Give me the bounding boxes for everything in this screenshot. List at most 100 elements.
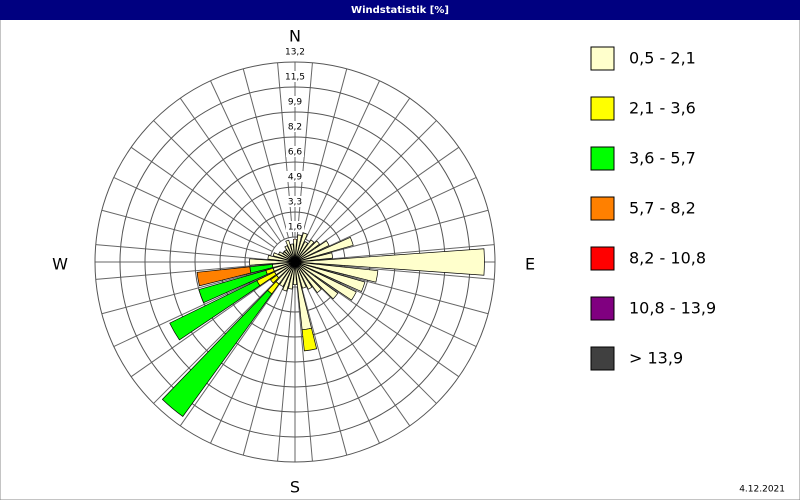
ring-label: 13,2 (285, 48, 305, 58)
spoke (130, 146, 275, 249)
ring-label: 11,5 (285, 73, 305, 83)
direction-label: S (290, 478, 300, 497)
spoke (95, 263, 271, 280)
ring-label: 3,3 (288, 198, 302, 208)
spoke (300, 286, 348, 456)
spoke (312, 120, 437, 245)
ring-label: 4,9 (288, 173, 303, 183)
wind-segment (294, 261, 313, 290)
legend-swatch (590, 46, 615, 71)
spoke (319, 209, 489, 257)
legend-label: 5,7 - 8,2 (629, 199, 696, 218)
wind-segment (301, 327, 318, 352)
ring-label-bg (286, 146, 304, 157)
ring-label: 9,9 (288, 98, 303, 108)
wind-segment (293, 261, 297, 286)
wind-segment (284, 245, 296, 263)
legend-label: 0,5 - 2,1 (629, 49, 696, 68)
spoke (315, 275, 460, 378)
legend-label: 8,2 - 10,8 (629, 249, 706, 268)
legend-label: 3,6 - 5,7 (629, 149, 696, 168)
spoke (179, 97, 282, 242)
wind-segment (290, 243, 296, 263)
ring (94, 61, 496, 463)
ring-label: 8,2 (288, 123, 302, 133)
spoke (300, 68, 348, 238)
wind-segment (294, 241, 309, 263)
spoke (296, 286, 313, 462)
spoke (317, 272, 477, 347)
spoke (277, 62, 294, 238)
wind-segment (294, 240, 330, 263)
date: 4.12.2021 (739, 485, 785, 495)
direction-label: E (525, 255, 535, 274)
spoke (277, 286, 294, 462)
wind-segment (294, 232, 308, 263)
wind-segment (294, 240, 321, 263)
spoke (305, 284, 380, 444)
spoke (101, 267, 271, 315)
spoke (308, 282, 411, 427)
spoke (315, 146, 460, 249)
wind-segment (198, 269, 268, 304)
spoke (317, 177, 477, 252)
spoke (101, 209, 271, 257)
wind-segment (169, 280, 261, 341)
spoke (153, 279, 278, 404)
wind-segment (294, 252, 334, 263)
wind-segment (294, 248, 485, 276)
spoke (312, 279, 437, 404)
ring-label-bg (286, 196, 304, 207)
wind-segment (249, 258, 296, 266)
legend-swatch (590, 96, 615, 121)
legend-label: > 13,9 (629, 349, 683, 368)
wind-segment (294, 261, 307, 289)
legend-swatch (590, 346, 615, 371)
wind-segment (294, 236, 354, 263)
spoke (210, 80, 285, 240)
wind-segment (294, 261, 379, 283)
ring-label: 6,6 (288, 148, 303, 158)
ring-label: 1,6 (288, 223, 303, 233)
wind-segment (294, 261, 357, 301)
wind-segment (294, 239, 315, 263)
legend-label: 10,8 - 13,9 (629, 299, 716, 318)
wind-segment (282, 250, 296, 263)
wind-segment (282, 261, 296, 292)
wind-segment (279, 261, 296, 287)
chart-title: Windstatistik [%] (351, 5, 449, 16)
spoke (308, 97, 411, 242)
wind-segment (161, 289, 273, 417)
wind-segment (293, 238, 297, 263)
spoke (319, 244, 495, 261)
wind-segment (196, 266, 252, 287)
wind-segment (294, 261, 366, 293)
spoke (305, 80, 380, 240)
wind-segment (294, 261, 322, 294)
spoke (242, 286, 290, 456)
ring-label-bg (286, 171, 304, 182)
legend-swatch (590, 196, 615, 221)
legend-swatch (590, 246, 615, 271)
spoke (179, 282, 282, 427)
legend-label: 2,1 - 3,6 (629, 99, 696, 118)
title-bar (0, 0, 800, 20)
direction-label: W (52, 255, 68, 274)
spoke (210, 284, 285, 444)
legend-swatch (590, 146, 615, 171)
ring-label-bg (286, 71, 304, 82)
spoke (319, 267, 489, 315)
spoke (113, 177, 273, 252)
spoke (113, 272, 273, 347)
wind-segment (285, 239, 296, 263)
wind-segment (283, 249, 296, 263)
ring-label-bg (286, 221, 304, 232)
legend-swatch (590, 296, 615, 321)
spoke (95, 244, 271, 261)
direction-label: N (289, 27, 301, 46)
spoke (153, 120, 278, 245)
spoke (130, 275, 275, 378)
ring-label-bg (286, 46, 304, 57)
